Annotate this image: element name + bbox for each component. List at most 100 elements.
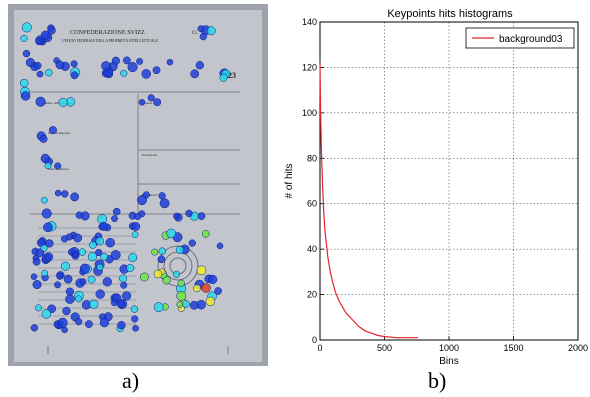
keypoint-markers: [19, 22, 231, 334]
keypoint-marker: [131, 315, 139, 323]
keypoint-marker: [205, 296, 215, 306]
keypoint-marker: [110, 250, 121, 260]
document-header: CONFEDERAZIONE SVIZZ: [70, 29, 145, 36]
legend-label: background03: [499, 34, 563, 45]
keypoint-marker: [172, 270, 181, 278]
document-text-block: [38, 227, 136, 325]
keypoint-marker: [65, 287, 74, 296]
keypoint-marker: [41, 208, 52, 219]
keypoint-marker: [70, 71, 79, 80]
document-form-lines: [30, 91, 240, 354]
chart-ticks: 0 500 1000 1500 2000 0 20 40 60 80 100 120 140: [302, 17, 588, 353]
keypoint-marker: [216, 242, 224, 250]
keypoint-marker: [147, 94, 155, 102]
y-tick-label: 40: [307, 244, 317, 254]
keypoint-marker: [127, 62, 138, 73]
keypoint-marker: [195, 61, 204, 70]
keypoint-marker: [44, 162, 52, 170]
keypoint-marker: [54, 189, 62, 197]
keypoint-marker: [151, 248, 159, 256]
keypoint-marker: [208, 274, 218, 285]
keypoint-marker: [122, 291, 132, 301]
keypoint-marker: [126, 263, 135, 273]
keypoint-marker: [152, 66, 161, 75]
keypoint-marker: [45, 68, 53, 77]
keypoint-marker: [58, 97, 68, 107]
keypoint-marker: [79, 278, 87, 286]
keypoint-marker: [176, 290, 187, 301]
document-class-label: Cl.: [192, 31, 198, 36]
y-tick-label: 60: [307, 199, 317, 209]
keypoint-marker: [131, 222, 141, 231]
keypoint-marker: [40, 30, 51, 40]
keypoint-marker: [112, 207, 121, 216]
keypoint-marker: [78, 248, 87, 256]
keypoint-marker: [102, 277, 112, 287]
keypoint-marker: [20, 91, 31, 101]
keypoint-marker: [157, 255, 166, 264]
keypoint-marker: [70, 192, 79, 202]
keypoint-marker: [41, 269, 49, 277]
keypoint-marker: [197, 212, 206, 220]
keypoint-marker: [117, 321, 126, 330]
keypoint-marker: [35, 304, 42, 312]
keypoint-marker: [96, 263, 104, 271]
keypoint-marker: [130, 305, 139, 313]
keypoint-marker: [185, 209, 193, 218]
document-field-4: Titolari: [142, 101, 152, 105]
caption-a: a): [122, 368, 140, 393]
keypoint-marker: [87, 275, 96, 284]
keypoint-marker: [35, 37, 43, 46]
keypoint-marker: [54, 162, 62, 170]
keypoint-marker: [153, 302, 164, 312]
keypoint-marker: [199, 32, 207, 41]
keypoint-marker: [89, 299, 99, 309]
keypoint-marker: [47, 26, 56, 35]
keypoint-marker: [44, 252, 54, 262]
keypoint-marker: [43, 222, 53, 233]
keypoint-marker: [21, 22, 32, 33]
document-photo: CONFEDERAZIONE SVIZZ UFFICIO FEDERALE DE…: [8, 4, 268, 366]
keypoint-marker: [61, 190, 69, 198]
document-field-6: Mandatario: [142, 193, 158, 197]
y-tick-label: 100: [302, 108, 317, 118]
keypoint-marker: [153, 98, 162, 107]
keypoint-marker: [201, 230, 210, 238]
keypoint-marker: [177, 279, 185, 287]
keypoint-marker: [101, 61, 111, 71]
legend-box: [465, 27, 575, 49]
keypoint-marker: [36, 70, 44, 78]
keypoint-marker: [75, 211, 83, 219]
keypoint-marker: [55, 60, 65, 70]
keypoint-marker: [138, 99, 146, 106]
keypoint-marker: [40, 153, 50, 163]
keypoint-marker: [95, 248, 103, 257]
keypoint-marker: [142, 191, 150, 199]
keypoint-marker: [72, 250, 79, 258]
keypoint-marker: [162, 276, 171, 285]
keypoint-marker: [30, 324, 39, 332]
keypoint-marker: [197, 25, 205, 33]
keypoint-marker: [193, 284, 201, 293]
keypoint-marker: [134, 213, 142, 221]
keypoint-marker: [57, 317, 68, 328]
keypoint-marker: [48, 126, 57, 135]
keypoint-marker: [56, 272, 64, 280]
keypoint-marker: [190, 69, 200, 79]
keypoint-marker: [87, 252, 98, 262]
keypoint-marker: [41, 309, 52, 319]
keypoint-marker: [35, 96, 46, 107]
x-tick-label: 0: [317, 343, 322, 353]
keypoint-marker: [54, 281, 62, 289]
chart-grid: [319, 21, 579, 341]
keypoint-marker: [99, 221, 108, 231]
keypoint-marker: [131, 231, 139, 238]
keypoint-marker: [79, 263, 90, 274]
keypoint-marker: [132, 324, 139, 332]
document-field-2: Data di deposito: [48, 131, 71, 135]
series-line-background03: [319, 62, 418, 339]
keypoint-marker: [201, 283, 211, 293]
keypoint-marker: [128, 253, 138, 263]
keypoint-marker: [158, 192, 166, 200]
document-field-5: Invenzione: [142, 153, 158, 157]
